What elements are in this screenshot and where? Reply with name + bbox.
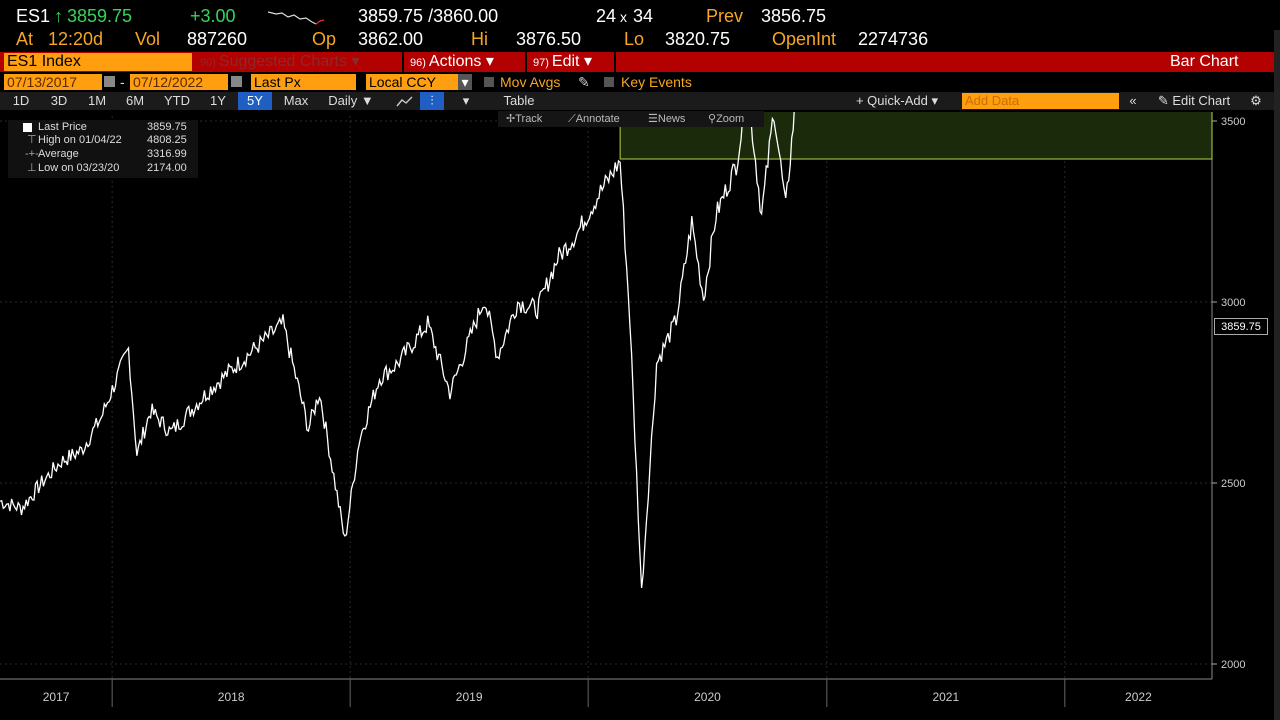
edit-menu[interactable]: 97) Edit ▾ — [533, 53, 592, 70]
end-date-field[interactable]: 07/12/2022 — [130, 74, 228, 90]
gear-icon[interactable]: ⚙ — [1250, 93, 1262, 108]
add-data-input[interactable]: Add Data — [962, 93, 1119, 109]
hi-label: Hi — [471, 29, 488, 49]
price-chart[interactable]: 2000250030003500400045005000 20172018201… — [0, 112, 1280, 720]
track-tool[interactable]: ✢ Track — [506, 113, 543, 125]
mov-avgs-label[interactable]: Mov Avgs — [500, 74, 561, 90]
ask-size: 34 — [633, 6, 654, 26]
quote-time: 12:20d — [48, 29, 104, 49]
sparkline-icon — [268, 11, 325, 25]
x-tick-label: 2018 — [218, 690, 245, 704]
line-chart-icon[interactable] — [396, 95, 414, 108]
legend-high-row: ⊤ High on 01/04/22 4808.25 — [27, 134, 187, 146]
news-tool[interactable]: ☰ News — [648, 113, 686, 125]
legend-last-row: Last Price 3859.75 — [8, 121, 198, 134]
chart-legend[interactable]: Last Price 3859.75 ⊤ High on 01/04/22 48… — [8, 120, 198, 178]
suggested-charts-menu[interactable]: 90) Suggested Charts ▾ — [200, 53, 360, 70]
y-tick-label: 2000 — [1221, 659, 1245, 671]
calendar-icon[interactable] — [231, 76, 242, 87]
price-series-line — [0, 112, 795, 588]
field-selector[interactable]: Last Px — [251, 74, 356, 90]
chart-subtools: ✢ Track ⟋ Annotate ☰ News ⚲ Zoom — [498, 111, 764, 127]
dropdown-arrow-icon[interactable]: ▾ — [458, 74, 472, 90]
x-tick-label: 2020 — [694, 690, 721, 704]
y-tick-label: 3500 — [1221, 116, 1245, 128]
dropdown-arrow-icon: ▾ — [583, 53, 592, 70]
lo-label: Lo — [624, 29, 645, 49]
chart-type-title: Bar Chart — [1170, 53, 1239, 70]
annotate-tool[interactable]: ⟋ Annotate — [568, 113, 620, 125]
key-events-label[interactable]: Key Events — [621, 74, 692, 90]
hi-value: 3876.50 — [516, 29, 582, 49]
period-max[interactable]: Max — [283, 93, 309, 108]
start-date-field[interactable]: 07/13/2017 — [4, 74, 102, 90]
frequency-selector[interactable]: Daily ▼ — [328, 93, 374, 108]
actions-menu[interactable]: 96) Actions ▾ — [410, 53, 494, 70]
period-5y[interactable]: 5Y — [238, 92, 272, 110]
chart-grid — [0, 112, 1213, 680]
last-price: 3859.75 — [67, 6, 133, 26]
op-label: Op — [312, 29, 337, 49]
period-1m[interactable]: 1M — [87, 93, 107, 108]
dropdown-arrow-icon: ▾ — [351, 53, 360, 70]
chart-toolbar: 1D 3D 1M 6M YTD 1Y 5Y Max Daily ▼ ⫶ ▾ Ta… — [0, 92, 1280, 110]
period-1d[interactable]: 1D — [12, 93, 30, 108]
period-3d[interactable]: 3D — [50, 93, 68, 108]
up-arrow-icon: ↑ — [54, 6, 63, 26]
lo-value: 3820.75 — [665, 29, 731, 49]
size-separator: x — [620, 9, 627, 25]
at-label: At — [16, 29, 34, 49]
x-tick-label: 2022 — [1125, 690, 1152, 704]
pencil-icon[interactable]: ✎ — [578, 74, 590, 90]
openint-value: 2274736 — [858, 29, 929, 49]
scrollbar[interactable] — [1274, 30, 1280, 720]
calendar-icon[interactable] — [104, 76, 115, 87]
bid-ask: 3859.75 /3860.00 — [358, 6, 499, 26]
legend-average-row: -+- Average 3316.99 — [25, 148, 187, 160]
legend-swatch — [23, 123, 32, 132]
bar-style-icon[interactable]: ⫶ — [420, 92, 444, 110]
quote-line-1: ES1 ↑ 3859.75 +3.00 3859.75 /3860.00 24 … — [0, 6, 1280, 28]
vol-label: Vol — [135, 29, 161, 49]
date-bar: 07/13/2017 - 07/12/2022 Last Px Local CC… — [0, 73, 1280, 91]
vol-value: 887260 — [187, 29, 248, 49]
prev-label: Prev — [706, 6, 744, 26]
zoom-tool[interactable]: ⚲ Zoom — [708, 113, 745, 125]
prev-value: 3856.75 — [761, 6, 827, 26]
legend-low-row: ⊥ Low on 03/23/20 2174.00 — [27, 162, 187, 174]
op-value: 3862.00 — [358, 29, 424, 49]
y-tick-label: 2500 — [1221, 478, 1245, 490]
key-events-checkbox[interactable] — [604, 77, 614, 87]
bid-size: 24 — [596, 6, 617, 26]
period-1y[interactable]: 1Y — [210, 93, 226, 108]
y-tick-label: 3000 — [1221, 297, 1245, 309]
date-separator: - — [120, 74, 125, 90]
x-axis: 2017 2018 2019 2020 2021 2022 — [43, 679, 1152, 707]
dropdown-arrow-icon: ▾ — [485, 53, 494, 70]
period-ytd[interactable]: YTD — [164, 93, 190, 108]
quick-add-button[interactable]: + Quick-Add ▾ — [855, 93, 939, 108]
function-bar: ES1 Index 90) Suggested Charts ▾ 96) Actio… — [0, 52, 1280, 72]
mov-avgs-checkbox[interactable] — [484, 77, 494, 87]
dropdown-arrow-icon[interactable]: ▾ — [462, 93, 470, 108]
x-tick-label: 2017 — [43, 690, 70, 704]
net-change: +3.00 — [190, 6, 236, 26]
x-tick-label: 2021 — [932, 690, 959, 704]
ticker: ES1 — [16, 6, 51, 26]
table-button[interactable]: Table — [503, 93, 535, 108]
last-price-marker: 3859.75 — [1214, 318, 1268, 335]
edit-chart-button[interactable]: ✎ Edit Chart — [1157, 93, 1231, 108]
x-tick-label: 2019 — [456, 690, 483, 704]
y-axis: 2000250030003500400045005000 — [1212, 116, 1245, 671]
openint-label: OpenInt — [772, 29, 837, 49]
currency-selector[interactable]: Local CCY — [366, 74, 472, 90]
collapse-icon[interactable]: « — [1129, 93, 1137, 108]
quote-line-2: At 12:20d Vol 887260 Op 3862.00 Hi 3876.… — [0, 29, 1280, 51]
period-6m[interactable]: 6M — [125, 93, 145, 108]
security-field[interactable]: ES1 Index — [4, 53, 192, 71]
